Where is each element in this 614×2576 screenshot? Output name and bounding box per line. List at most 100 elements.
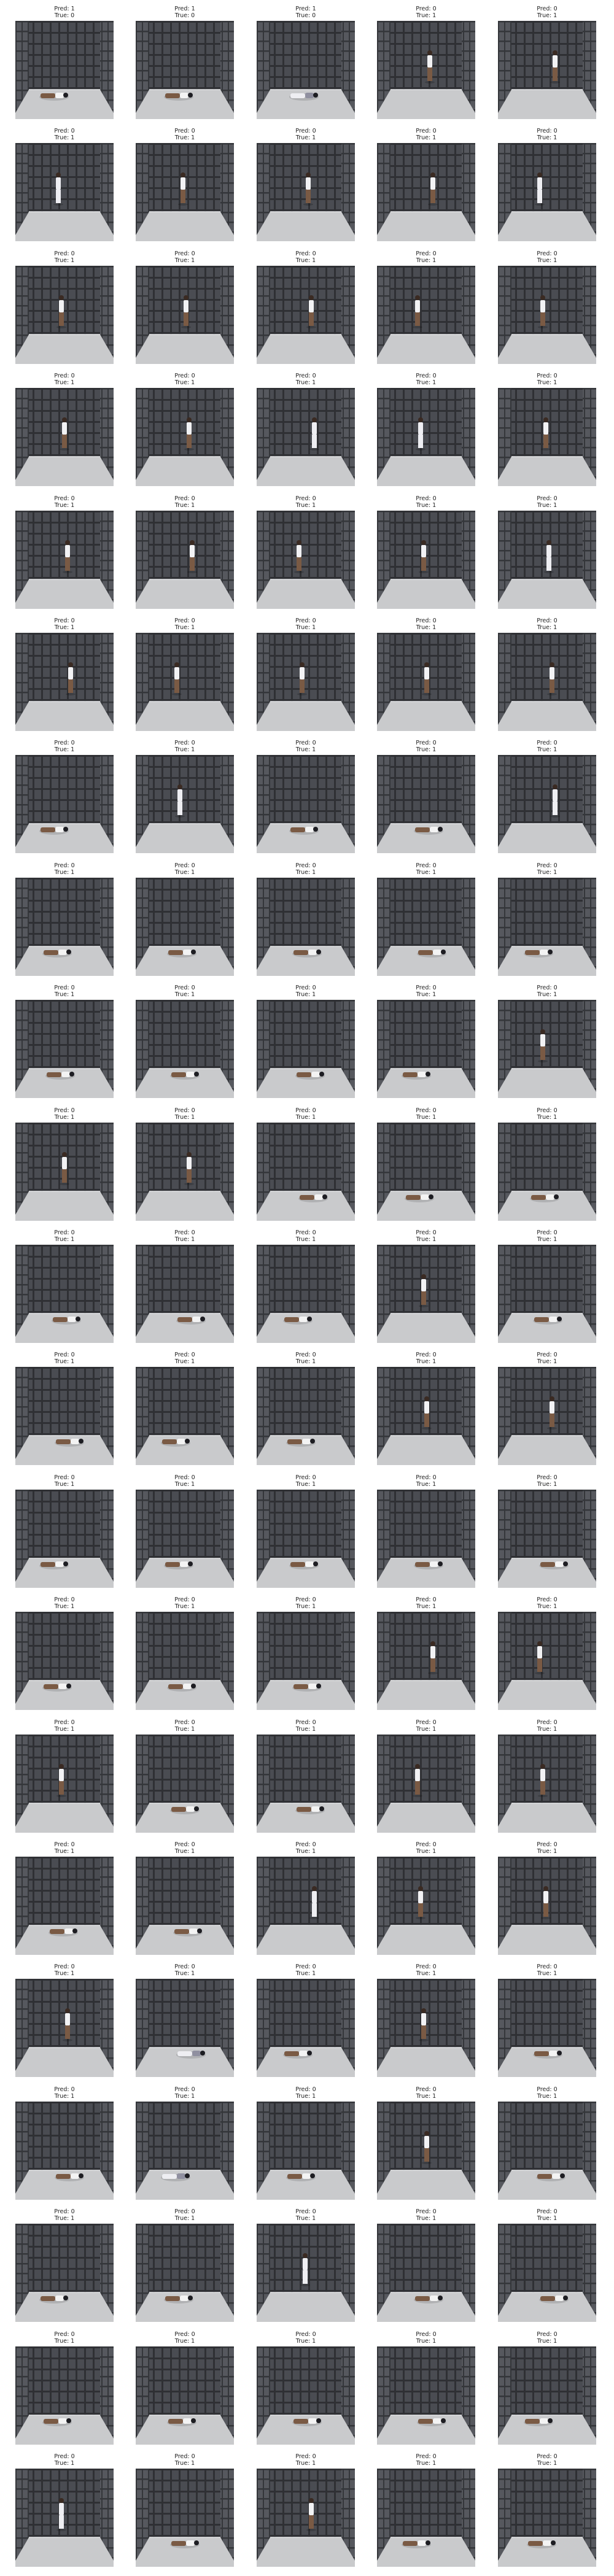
pred-label: Pred: 0 [416, 1474, 437, 1481]
grid-cell: Pred: 0 True: 1 [498, 1107, 596, 1230]
pred-label: Pred: 0 [174, 1474, 195, 1481]
grid-cell: Pred: 0 True: 1 [377, 1229, 475, 1352]
pred-label: Pred: 0 [54, 1107, 75, 1114]
grid-cell: Pred: 0 True: 1 [257, 2453, 355, 2576]
frame-thumbnail [498, 2469, 596, 2567]
true-label: True: 1 [54, 1603, 75, 1611]
pred-label: Pred: 0 [295, 250, 316, 257]
pred-label: Pred: 0 [537, 1352, 558, 1359]
frame-thumbnail [15, 2224, 114, 2323]
frame-thumbnail [136, 1612, 234, 1711]
pred-label: Pred: 0 [174, 1596, 195, 1604]
pred-label: Pred: 1 [54, 6, 75, 12]
grid-cell: Pred: 0 True: 1 [136, 1963, 234, 2086]
pred-label: Pred: 0 [174, 2208, 195, 2216]
frame-thumbnail [136, 633, 234, 731]
grid-cell: Pred: 0 True: 1 [377, 2086, 475, 2209]
true-label: True: 1 [54, 2337, 75, 2345]
grid-cell: Pred: 0 True: 1 [377, 862, 475, 985]
true-label: True: 1 [174, 1113, 195, 1121]
true-label: True: 1 [537, 12, 558, 19]
grid-cell: Pred: 0 True: 1 [136, 1596, 234, 1719]
grid-cell: Pred: 0 True: 1 [377, 250, 475, 373]
grid-cell: Pred: 0 True: 1 [257, 1719, 355, 1842]
grid-cell: Pred: 0 True: 1 [498, 6, 596, 128]
frame-thumbnail [15, 2346, 114, 2445]
pred-label: Pred: 0 [295, 128, 316, 135]
frame-thumbnail [136, 21, 234, 119]
true-label: True: 1 [537, 2337, 558, 2345]
pred-label: Pred: 0 [295, 2208, 316, 2216]
grid-cell: Pred: 0 True: 1 [136, 1474, 234, 1597]
true-label: True: 1 [537, 2460, 558, 2467]
frame-thumbnail [136, 877, 234, 976]
true-label: True: 1 [295, 1113, 316, 1121]
frame-thumbnail [377, 755, 475, 854]
pred-label: Pred: 0 [54, 862, 75, 869]
pred-label: Pred: 0 [174, 1352, 195, 1359]
true-label: True: 1 [174, 991, 195, 999]
frame-thumbnail [257, 1122, 355, 1221]
true-label: True: 1 [416, 1603, 437, 1611]
pred-label: Pred: 0 [174, 2086, 195, 2093]
pred-label: Pred: 0 [537, 1963, 558, 1971]
pred-label: Pred: 0 [174, 984, 195, 992]
true-label: True: 1 [537, 1603, 558, 1611]
grid-cell: Pred: 0 True: 1 [136, 250, 234, 373]
frame-thumbnail [257, 877, 355, 976]
frame-thumbnail [15, 1612, 114, 1711]
true-label: True: 1 [537, 134, 558, 142]
frame-thumbnail [136, 2101, 234, 2200]
true-label: True: 1 [54, 1480, 75, 1488]
grid-cell: Pred: 0 True: 1 [377, 984, 475, 1107]
frame-thumbnail [377, 1367, 475, 1466]
grid-cell: Pred: 0 True: 1 [377, 6, 475, 128]
true-label: True: 1 [295, 1603, 316, 1611]
true-label: True: 1 [416, 2215, 437, 2222]
pred-label: Pred: 0 [54, 495, 75, 502]
grid-cell: Pred: 0 True: 1 [136, 128, 234, 250]
grid-cell: Pred: 0 True: 1 [15, 1474, 114, 1597]
grid-cell: Pred: 0 True: 1 [15, 2331, 114, 2454]
pred-label: Pred: 0 [54, 1719, 75, 1726]
grid-cell: Pred: 0 True: 1 [498, 984, 596, 1107]
pred-label: Pred: 0 [174, 862, 195, 869]
true-label: True: 1 [416, 1480, 437, 1488]
true-label: True: 1 [295, 2460, 316, 2467]
true-label: True: 1 [174, 1236, 195, 1243]
grid-cell: Pred: 0 True: 1 [136, 373, 234, 495]
frame-thumbnail [136, 265, 234, 364]
frame-thumbnail [377, 2224, 475, 2323]
true-label: True: 1 [416, 991, 437, 999]
true-label: True: 1 [537, 501, 558, 509]
grid-cell: Pred: 0 True: 1 [377, 1474, 475, 1597]
grid-cell: Pred: 0 True: 1 [15, 1719, 114, 1842]
grid-cell: Pred: 0 True: 1 [136, 2086, 234, 2209]
true-label: True: 1 [416, 2337, 437, 2345]
pred-label: Pred: 0 [416, 373, 437, 380]
true-label: True: 1 [537, 746, 558, 754]
frame-thumbnail [15, 265, 114, 364]
frame-thumbnail [377, 633, 475, 731]
frame-thumbnail [257, 2346, 355, 2445]
pred-label: Pred: 0 [174, 2453, 195, 2460]
pred-label: Pred: 0 [416, 128, 437, 135]
grid-cell: Pred: 0 True: 1 [498, 1963, 596, 2086]
frame-thumbnail [257, 755, 355, 854]
pred-label: Pred: 0 [537, 1107, 558, 1114]
true-label: True: 1 [537, 1113, 558, 1121]
frame-thumbnail [15, 1979, 114, 2078]
true-label: True: 1 [416, 2460, 437, 2467]
true-label: True: 1 [416, 1970, 437, 1978]
pred-label: Pred: 0 [54, 1352, 75, 1359]
frame-thumbnail [257, 1367, 355, 1466]
grid-cell: Pred: 0 True: 1 [136, 740, 234, 862]
pred-label: Pred: 0 [174, 373, 195, 380]
grid-cell: Pred: 0 True: 1 [498, 1229, 596, 1352]
pred-label: Pred: 0 [174, 128, 195, 135]
pred-label: Pred: 0 [295, 740, 316, 747]
grid-cell: Pred: 0 True: 1 [15, 2208, 114, 2331]
pred-label: Pred: 0 [54, 1474, 75, 1481]
true-label: True: 0 [54, 12, 75, 19]
true-label: True: 1 [174, 1480, 195, 1488]
